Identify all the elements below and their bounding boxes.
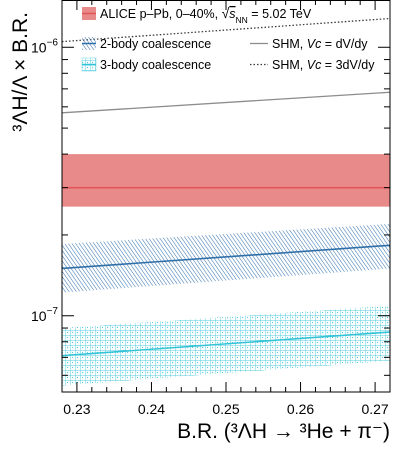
legend-label-alice: ALICE p–Pb, 0–40%, √sNN = 5.02 TeV xyxy=(100,5,312,25)
x-tick-label: 0.24 xyxy=(138,401,165,417)
line-2body xyxy=(62,244,390,270)
x-tick-label: 0.26 xyxy=(287,401,314,417)
band-3body xyxy=(62,305,390,386)
legend-label-2body: 2-body coalescence xyxy=(100,37,211,51)
band-2body xyxy=(62,223,390,293)
legend: ALICE p–Pb, 0–40%, √sNN = 5.02 TeV 2-bod… xyxy=(81,5,375,72)
line-shm1 xyxy=(62,91,390,114)
x-tick-label: 0.23 xyxy=(63,401,90,417)
x-tick-label: 0.25 xyxy=(212,401,239,417)
data-layer xyxy=(62,17,390,386)
axis-tick-labels: 0.23 0.24 0.25 0.26 0.27 10−7 10−6 xyxy=(31,37,389,417)
legend-label-shm3: SHM, Vc = 3dV/dy xyxy=(272,58,375,72)
line-3body xyxy=(62,331,390,357)
x-axis-title: B.R. (³ΛH → ³He + π⁻) xyxy=(177,420,390,443)
legend-label-shm1: SHM, Vc = dV/dy xyxy=(272,37,368,51)
y-tick-label: 10−7 xyxy=(31,306,58,324)
y-tick-label: 10−6 xyxy=(31,37,58,55)
axis-ticks xyxy=(61,0,391,392)
x-tick-label: 0.27 xyxy=(361,401,388,417)
line-shm3 xyxy=(62,17,390,43)
y-axis-title: ³ΛH/Λ × B.R. xyxy=(9,12,32,132)
band-alice xyxy=(62,154,390,207)
legend-label-3body: 3-body coalescence xyxy=(100,58,211,72)
